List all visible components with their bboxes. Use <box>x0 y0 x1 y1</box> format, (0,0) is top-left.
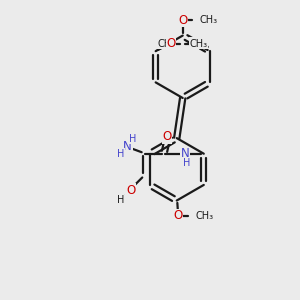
Text: H: H <box>183 158 190 168</box>
Text: CH₃: CH₃ <box>199 15 217 25</box>
Text: N: N <box>181 147 190 160</box>
Text: O: O <box>174 209 183 223</box>
Text: O: O <box>162 130 172 143</box>
Text: H: H <box>129 134 137 144</box>
Text: O: O <box>167 37 176 50</box>
Text: O: O <box>190 37 199 50</box>
Text: N: N <box>123 140 132 153</box>
Text: H: H <box>118 149 125 159</box>
Text: CH₃: CH₃ <box>190 39 208 49</box>
Text: O: O <box>178 14 187 27</box>
Text: O: O <box>126 184 135 197</box>
Text: CH₃: CH₃ <box>158 39 175 49</box>
Text: CH₃: CH₃ <box>195 211 213 221</box>
Text: H: H <box>118 195 125 205</box>
